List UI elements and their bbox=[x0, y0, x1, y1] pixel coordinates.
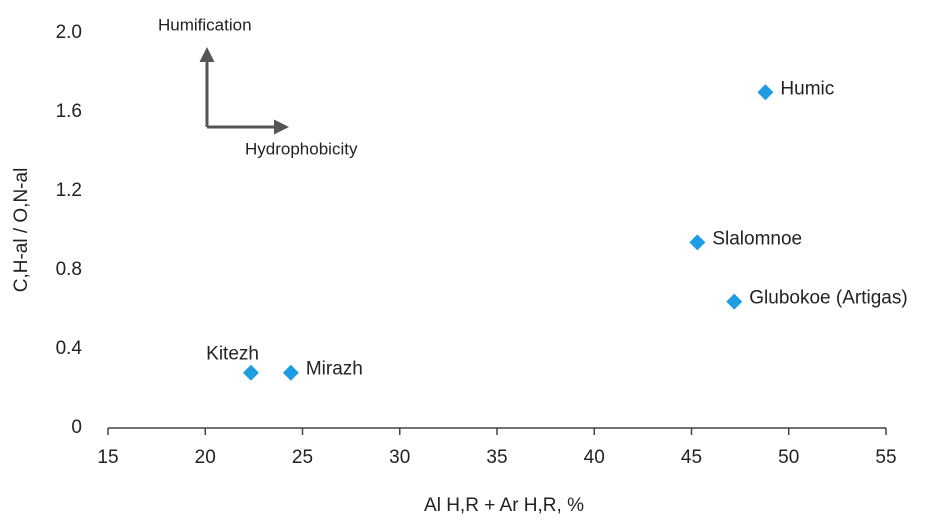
x-tick-label: 35 bbox=[486, 447, 507, 468]
x-tick-label: 25 bbox=[292, 447, 313, 468]
x-tick-label: 15 bbox=[97, 447, 118, 468]
y-tick-label: 0.4 bbox=[56, 338, 83, 359]
y-tick-label: 2.0 bbox=[56, 22, 82, 43]
point-label: Mirazh bbox=[306, 359, 363, 380]
x-tick-label: 30 bbox=[389, 447, 410, 468]
point-label: Kitezh bbox=[206, 344, 259, 365]
point bbox=[282, 364, 299, 381]
y-axis-title: C,H-al / O,N-al bbox=[11, 168, 32, 293]
y-tick-label: 1.2 bbox=[56, 180, 82, 201]
point-label: Glubokoe (Artigas) bbox=[749, 288, 907, 309]
point bbox=[689, 234, 706, 251]
point bbox=[757, 84, 774, 101]
point-label: Slalomnoe bbox=[712, 228, 802, 249]
point-label: Humic bbox=[780, 78, 834, 99]
x-tick-label: 50 bbox=[778, 447, 799, 468]
arrows bbox=[205, 52, 283, 129]
y-tick-label: 1.6 bbox=[56, 101, 82, 122]
point bbox=[242, 364, 259, 381]
annotation: Hydrophobicity bbox=[245, 139, 358, 158]
x-tick-label: 45 bbox=[681, 447, 702, 468]
annotation: Humification bbox=[158, 15, 252, 34]
point bbox=[726, 293, 743, 310]
x-tick-label: 55 bbox=[875, 447, 896, 468]
y-tick-label: 0 bbox=[71, 417, 82, 438]
x-axis-title: Al H,R + Ar H,R, % bbox=[424, 495, 584, 516]
x-tick-label: 20 bbox=[195, 447, 216, 468]
y-tick-label: 0.8 bbox=[56, 259, 82, 280]
x-tick-label: 40 bbox=[584, 447, 605, 468]
